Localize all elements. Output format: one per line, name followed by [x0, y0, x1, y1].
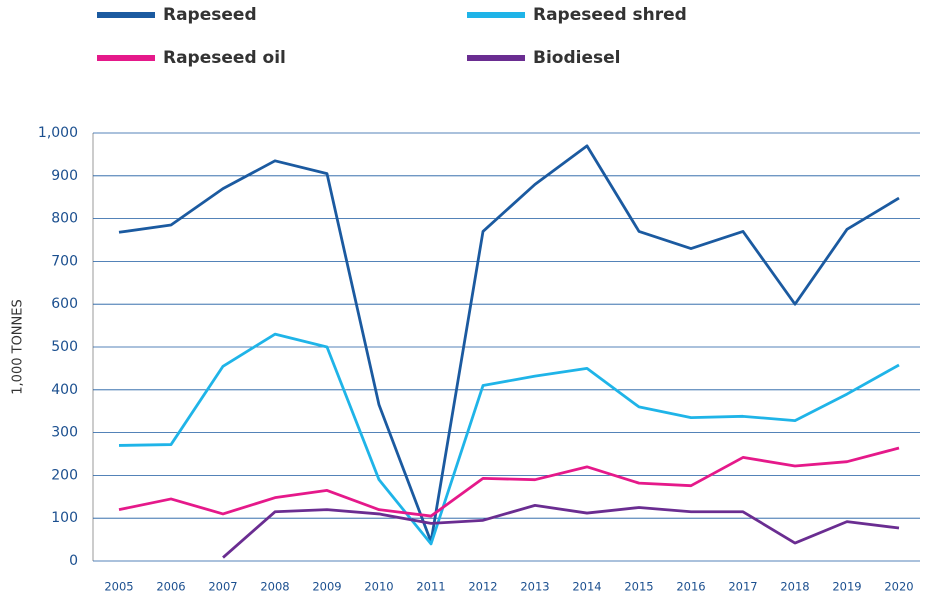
legend-label: Rapeseed oil: [163, 48, 286, 68]
legend-label: Rapeseed: [163, 5, 257, 25]
legend-label: Rapeseed shred: [533, 5, 687, 25]
series-line: [118, 332, 900, 546]
x-tick-label: 2007: [208, 580, 237, 594]
x-tick-label: 2008: [260, 580, 289, 594]
x-tick-label: 2015: [624, 580, 653, 594]
y-tick-label: 600: [51, 296, 78, 312]
legend-label: Biodiesel: [533, 48, 620, 68]
y-tick-label: 0: [69, 553, 78, 569]
y-tick-label: 500: [51, 339, 78, 355]
x-tick-label: 2011: [416, 580, 445, 594]
y-tick-label: 800: [51, 211, 78, 227]
series-line: [118, 446, 900, 518]
y-tick-label: 700: [51, 253, 78, 269]
x-tick-label: 2020: [884, 580, 913, 594]
y-tick-label: 900: [51, 168, 78, 184]
x-tick-label: 2017: [728, 580, 757, 594]
x-tick-label: 2009: [312, 580, 341, 594]
x-tick-label: 2006: [156, 580, 185, 594]
x-tick-label: 2013: [520, 580, 549, 594]
series-line: [222, 503, 900, 559]
x-tick-label: 2014: [572, 580, 601, 594]
x-tick-label: 2005: [104, 580, 133, 594]
x-tick-label: 2010: [364, 580, 393, 594]
x-tick-label: 2019: [832, 580, 861, 594]
y-tick-label: 200: [51, 467, 78, 483]
y-tick-label: 400: [51, 382, 78, 398]
series-line: [118, 144, 900, 544]
x-tick-label: 2016: [676, 580, 705, 594]
y-tick-label: 100: [51, 510, 78, 526]
x-tick-label: 2018: [780, 580, 809, 594]
y-tick-label: 300: [51, 425, 78, 441]
y-tick-label: 1,000: [38, 125, 78, 141]
x-tick-label: 2012: [468, 580, 497, 594]
y-axis-label: 1,000 TONNES: [11, 299, 26, 394]
